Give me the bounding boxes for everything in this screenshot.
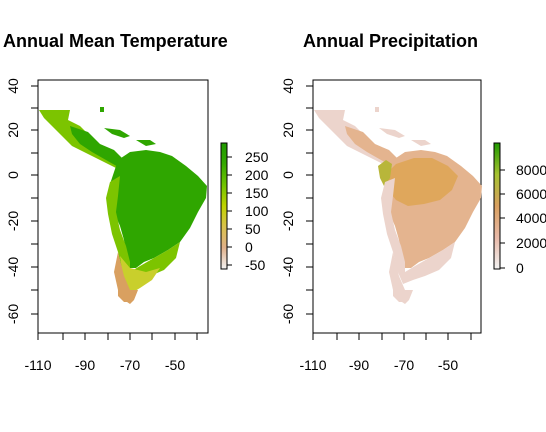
- precipitation-y-axis: [306, 85, 313, 315]
- temp-legend-tick-label: 150: [245, 185, 269, 201]
- temp-y-tick-label: 40: [5, 78, 21, 94]
- precip-y-tick-label: -40: [280, 257, 296, 277]
- precip-legend-tick-label: 6000: [516, 186, 546, 202]
- temp-y-tick-label: 20: [5, 122, 21, 138]
- precip-y-tick-label: -20: [280, 211, 296, 231]
- temp-legend-tick-label: 100: [245, 203, 269, 219]
- precipitation-legend: 8000 6000 4000 2000 0: [493, 142, 546, 276]
- precipitation-plot-frame: [312, 79, 482, 334]
- temperature-x-axis: [37, 333, 198, 340]
- temp-y-tick-label: -40: [5, 257, 21, 277]
- precip-legend-tick-label: 0: [516, 260, 524, 276]
- temperature-legend: 250 200 150 100 50 0 -50: [220, 142, 269, 273]
- precip-legend-tick-label: 8000: [516, 162, 546, 178]
- precip-region-southern-cone: [381, 178, 455, 284]
- precip-y-tick-label: 40: [280, 78, 296, 94]
- precip-y-tick-label: 20: [280, 122, 296, 138]
- temp-region-caribbean: [100, 107, 156, 146]
- temp-x-tick-label: -110: [25, 357, 52, 373]
- temp-legend-tick-label: 250: [245, 149, 269, 165]
- precip-region-caribbean: [375, 107, 431, 146]
- temp-legend-tick-label: -50: [245, 257, 265, 273]
- temp-y-tick-label: 0: [5, 171, 21, 179]
- temp-x-tick-label: -70: [120, 357, 140, 373]
- temperature-map: -110 -90 -70 -50 40 20 0 -20 -40 -60: [5, 78, 269, 373]
- precip-x-tick-label: -70: [394, 357, 414, 373]
- precip-region-central-america: [345, 126, 399, 168]
- precipitation-map: -110 -90 -70 -50 40 20 0 -20 -40 -60 800…: [280, 78, 546, 373]
- temp-legend-tick-label: 0: [245, 239, 253, 255]
- precip-x-tick-label: -90: [349, 357, 369, 373]
- precip-legend-tick-label: 2000: [516, 235, 546, 251]
- precip-x-tick-label: -50: [438, 357, 458, 373]
- precip-region-colombia-coast: [378, 160, 392, 186]
- precip-region-amazon: [384, 158, 458, 206]
- temp-region-southern-cone: [120, 256, 160, 294]
- temp-y-tick-label: -20: [5, 211, 21, 231]
- temp-region-south-america-andes: [106, 176, 180, 284]
- temperature-plot-frame: [37, 79, 209, 334]
- precip-region-tierra-del-fuego: [393, 288, 409, 302]
- temp-region-tierra-del-fuego: [118, 288, 134, 302]
- temperature-colorbar: [220, 142, 228, 270]
- temp-x-tick-label: -90: [75, 357, 95, 373]
- precipitation-landmass: [314, 107, 482, 304]
- temp-legend-tick-label: 200: [245, 167, 269, 183]
- temp-y-tick-label: -60: [5, 304, 21, 324]
- precipitation-x-axis: [312, 333, 472, 340]
- precipitation-colorbar: [493, 142, 501, 270]
- temperature-landmass: [39, 107, 207, 304]
- temp-region-central-america: [70, 126, 124, 168]
- precip-y-tick-label: -60: [280, 304, 296, 324]
- precip-y-tick-label: 0: [280, 171, 296, 179]
- precip-legend-tick-label: 4000: [516, 210, 546, 226]
- precipitation-map-title: Annual Precipitation: [303, 31, 479, 51]
- precip-x-tick-label: -110: [300, 357, 327, 373]
- temp-legend-tick-label: 50: [245, 221, 261, 237]
- temp-x-tick-label: -50: [165, 357, 185, 373]
- temp-region-south-america-tropical: [108, 150, 207, 268]
- temperature-map-title: Annual Mean Temperature: [3, 31, 228, 51]
- temperature-y-axis: [31, 85, 38, 315]
